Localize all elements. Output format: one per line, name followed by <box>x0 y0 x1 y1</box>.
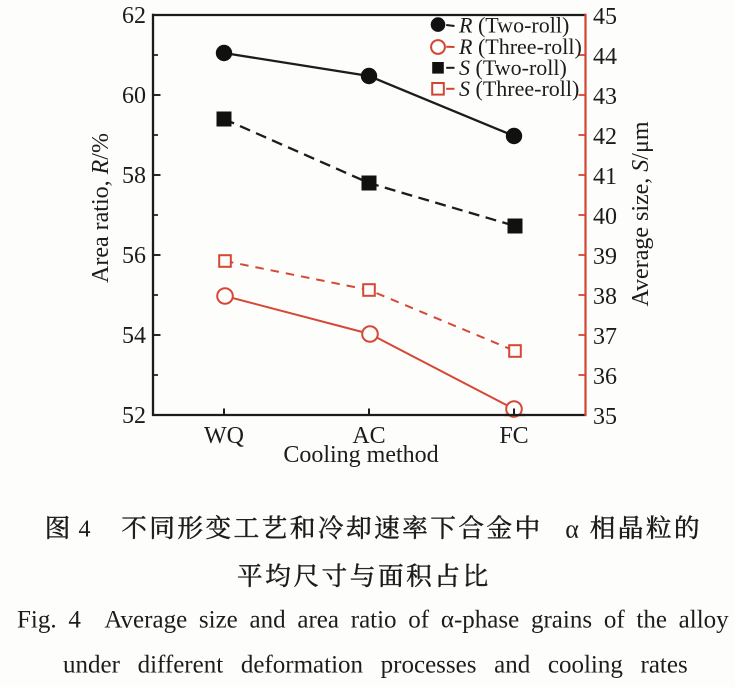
svg-text:35: 35 <box>593 404 617 430</box>
svg-text:S (Three-roll): S (Three-roll) <box>459 76 579 101</box>
svg-text:40: 40 <box>593 204 617 230</box>
svg-text:α: α <box>565 515 579 544</box>
svg-text:Area ratio, R/%: Area ratio, R/% <box>88 133 114 283</box>
svg-text:under different deformation pr: under different deformation processes an… <box>63 652 688 679</box>
svg-text:62: 62 <box>122 3 146 29</box>
svg-text:Cooling method: Cooling method <box>283 442 438 468</box>
svg-text:44: 44 <box>593 44 617 70</box>
svg-text:39: 39 <box>593 244 617 270</box>
svg-text:S (Two-roll): S (Two-roll) <box>459 55 567 80</box>
svg-text:42: 42 <box>593 124 617 150</box>
svg-text:56: 56 <box>122 243 146 269</box>
svg-text:Average size, S/μm: Average size, S/μm <box>628 121 654 306</box>
svg-text:Fig. 4 Average size and area: Fig. 4 Average size and area ratio of α-… <box>17 607 729 634</box>
svg-text:54: 54 <box>122 323 146 349</box>
svg-text:45: 45 <box>593 4 617 30</box>
svg-text:4: 4 <box>79 517 91 543</box>
svg-text:R (Three-roll): R (Three-roll) <box>458 34 582 59</box>
svg-text:52: 52 <box>122 403 146 429</box>
svg-text:WQ: WQ <box>204 423 244 449</box>
svg-text:43: 43 <box>593 84 617 110</box>
svg-text:FC: FC <box>499 423 528 449</box>
svg-text:R (Two-roll): R (Two-roll) <box>458 13 569 38</box>
svg-text:60: 60 <box>122 83 146 109</box>
svg-text:36: 36 <box>593 364 617 390</box>
svg-text:AC: AC <box>352 423 385 449</box>
svg-text:58: 58 <box>122 163 146 189</box>
svg-text:38: 38 <box>593 284 617 310</box>
svg-text:37: 37 <box>593 324 617 350</box>
svg-text:41: 41 <box>593 164 617 190</box>
